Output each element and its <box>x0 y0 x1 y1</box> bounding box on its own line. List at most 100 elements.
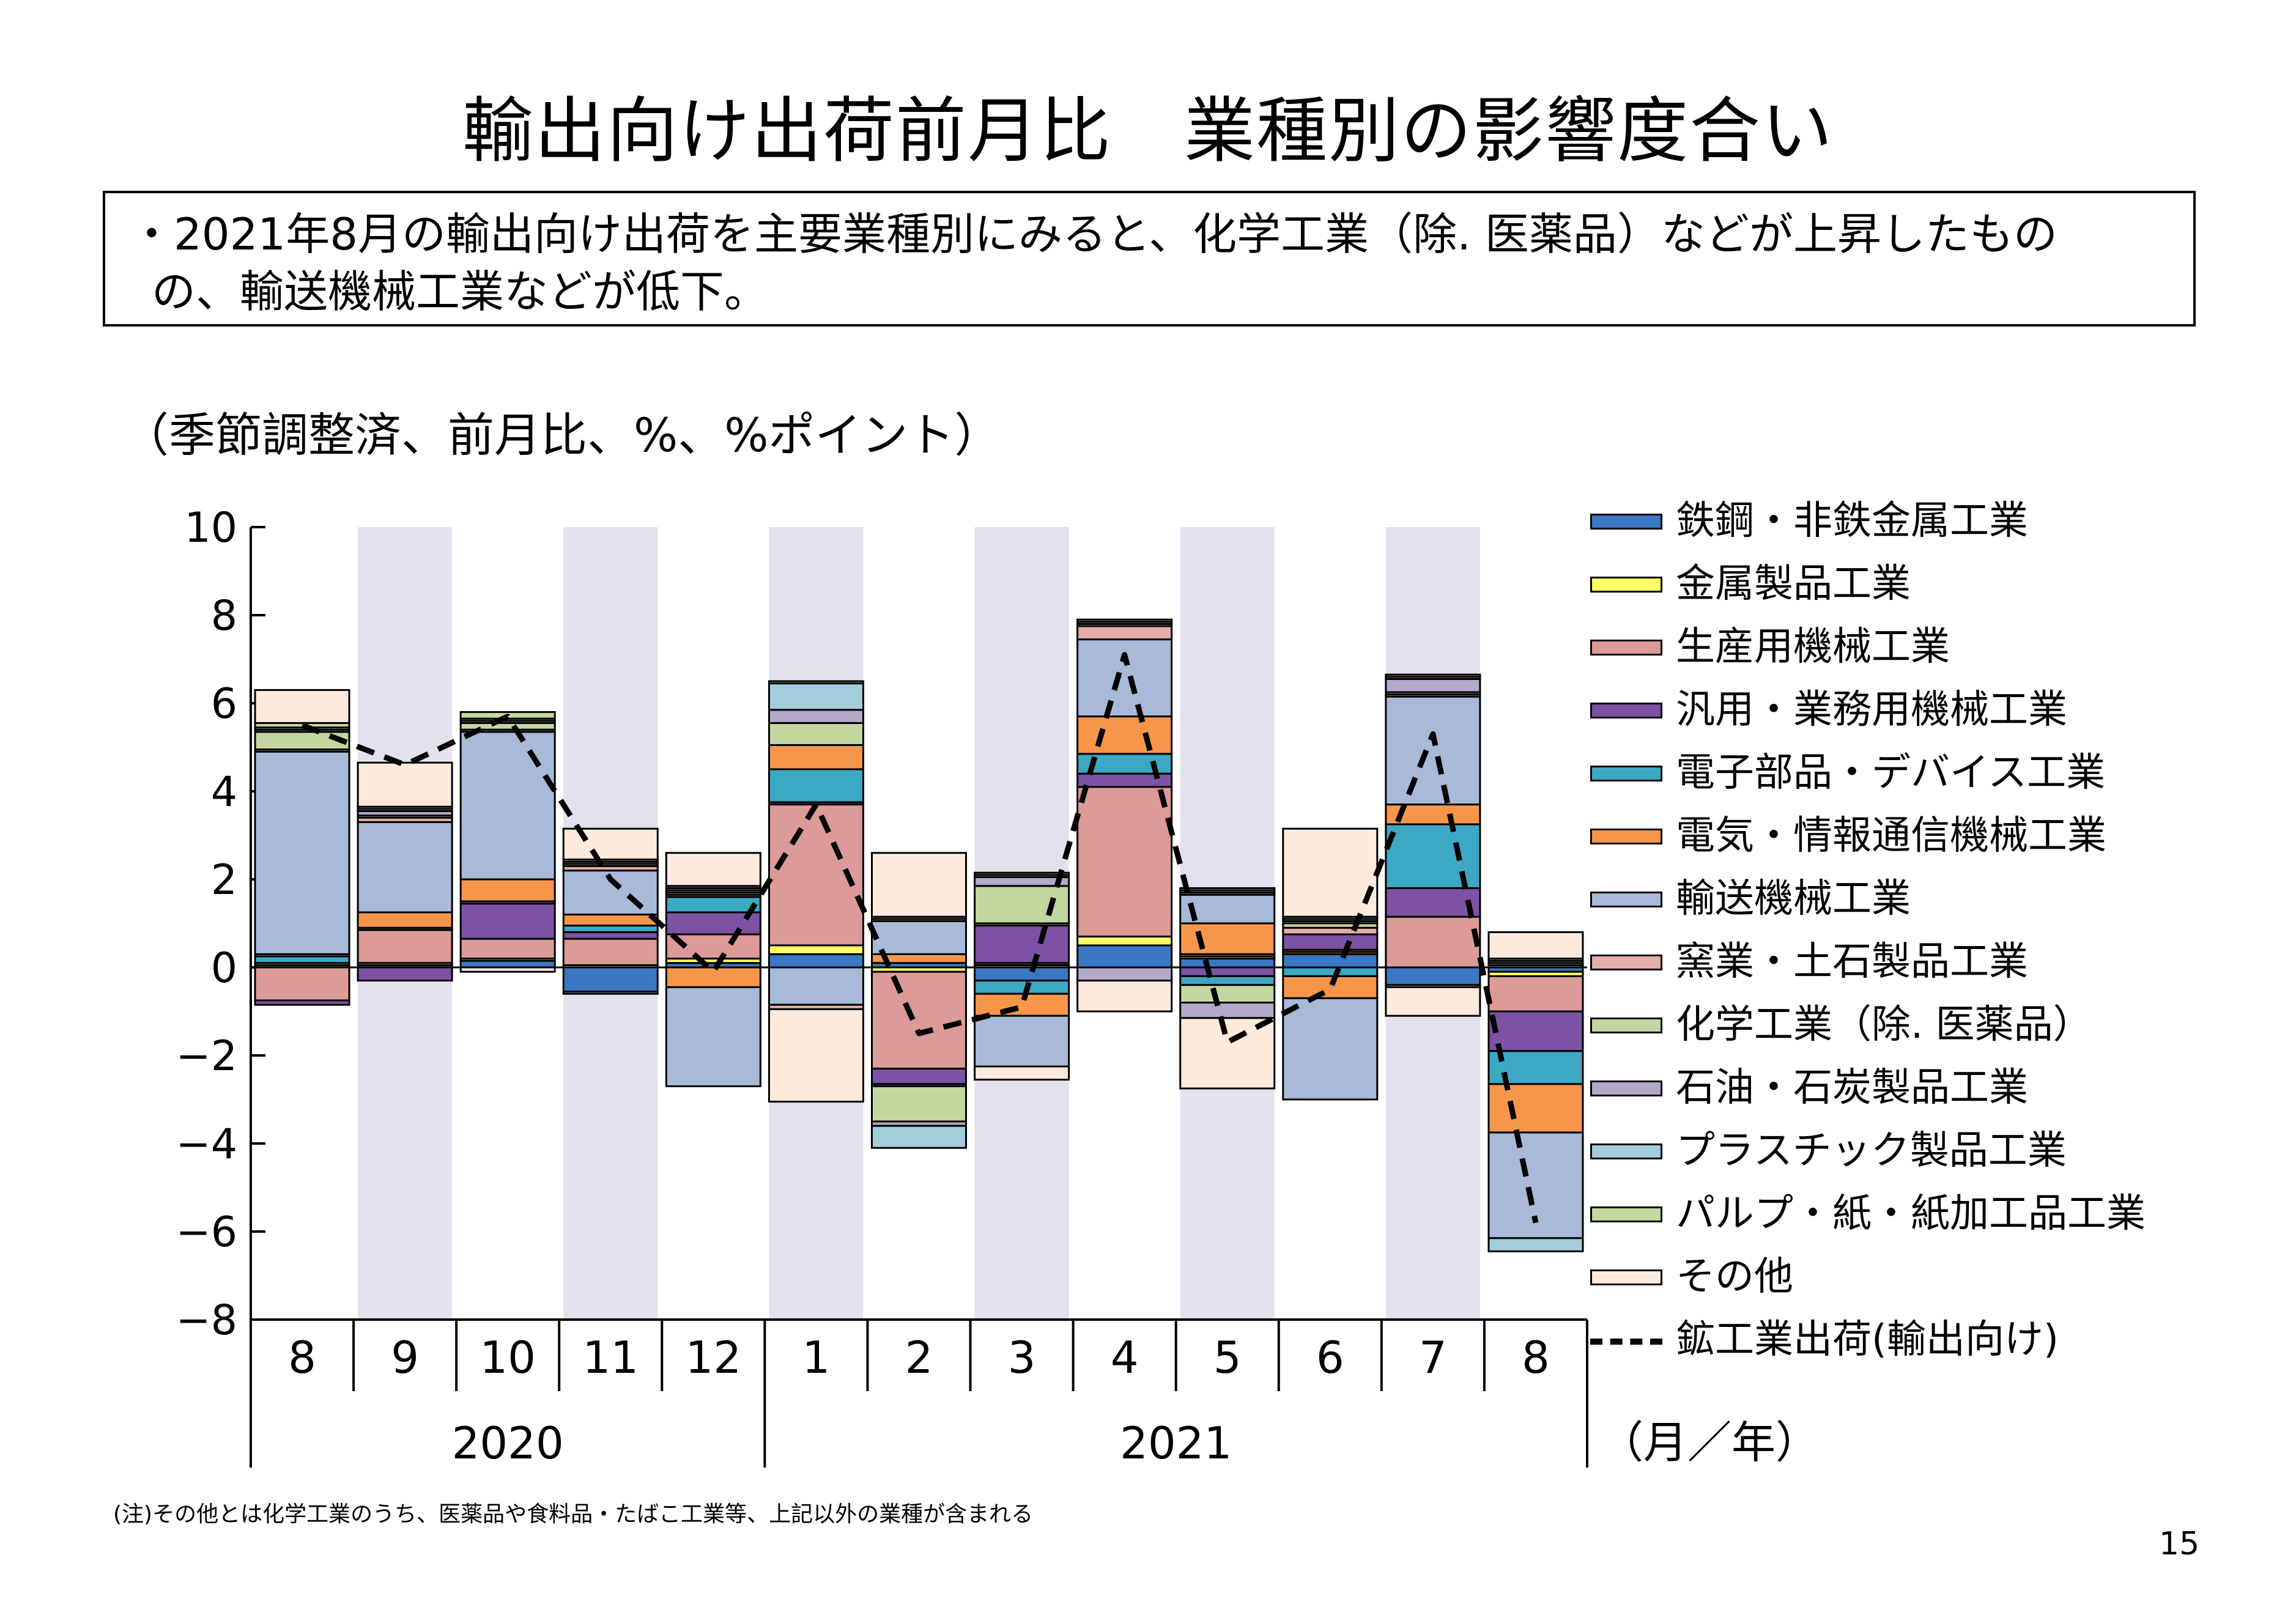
legend-swatch <box>1590 829 1662 844</box>
y-tick-label: −4 <box>176 1120 237 1169</box>
bar-segment-13-month-4 <box>562 827 659 861</box>
bar-segment-1-month-4 <box>562 966 659 993</box>
bar-segment-3-month-3 <box>459 937 556 960</box>
bar-segment-13-month-1 <box>254 689 350 724</box>
bar-segment-10-month-4 <box>562 991 659 995</box>
bar-segment-6-month-9 <box>1076 715 1173 755</box>
x-tick-label: 5 <box>1213 1332 1242 1383</box>
bar-segment-9-month-1 <box>254 731 350 751</box>
bar-segment-6-month-8 <box>974 992 1070 1017</box>
bar-segment-9-month-6 <box>768 722 864 746</box>
legend-swatch <box>1590 703 1662 718</box>
bar-segment-4-month-12 <box>1385 887 1481 918</box>
bar-segment-3-month-4 <box>562 937 659 966</box>
bar-segment-12-month-10 <box>1179 887 1276 892</box>
bar-segment-5-month-11 <box>1282 966 1379 977</box>
bar-segment-3-month-2 <box>357 929 453 964</box>
bar-segment-13-month-6 <box>768 1008 864 1103</box>
legend-label: 金属製品工業 <box>1676 561 1911 607</box>
bar-segment-12-month-9 <box>1076 618 1173 623</box>
bar-segment-5-month-1 <box>254 955 350 964</box>
bar-segment-6-month-10 <box>1179 922 1276 955</box>
year-label: 2021 <box>1120 1417 1232 1469</box>
bar-segment-9-month-10 <box>1179 984 1276 1004</box>
bar-segment-1-month-10 <box>1179 958 1276 969</box>
bar-segment-7-month-11 <box>1282 997 1379 1101</box>
bar-segment-4-month-5 <box>665 911 761 936</box>
legend-swatch <box>1590 514 1662 530</box>
bar-segment-13-month-2 <box>357 761 453 808</box>
bar-segment-4-month-10 <box>1179 966 1276 977</box>
bar-segment-3-month-7 <box>871 970 967 1070</box>
bar-segment-4-month-8 <box>974 925 1070 964</box>
legend-label: パルプ・紙・紙加工品工業 <box>1676 1191 2146 1236</box>
bar-segment-12-month-8 <box>974 871 1070 876</box>
bar-segment-9-month-3 <box>459 722 556 731</box>
legend-swatch <box>1590 892 1662 907</box>
bar-segment-7-month-8 <box>974 1014 1070 1068</box>
legend-label: 鉱工業出荷(輸出向け) <box>1676 1317 2059 1362</box>
summary-box: ・2021年8月の輸出向け出荷を主要業種別にみると、化学工業（除. 医薬品）など… <box>103 191 2196 327</box>
x-tick-label: 4 <box>1111 1332 1139 1383</box>
bar-segment-5-month-10 <box>1179 975 1276 986</box>
bar-segment-4-month-4 <box>562 931 659 940</box>
y-tick-label: 0 <box>211 944 237 992</box>
bar-segment-6-month-13 <box>1487 1083 1584 1134</box>
legend-swatch <box>1590 640 1662 656</box>
legend-label: 電子部品・デバイス工業 <box>1676 750 2106 796</box>
bar-segment-6-month-11 <box>1282 975 1379 999</box>
legend-swatch <box>1590 1018 1662 1033</box>
y-tick-label: −6 <box>176 1208 237 1257</box>
bar-segment-2-month-9 <box>1076 936 1173 947</box>
bar-segment-3-month-13 <box>1487 975 1584 1013</box>
bar-segment-13-month-11 <box>1282 827 1379 918</box>
legend-dash-swatch <box>1590 1339 1662 1345</box>
legend-swatch <box>1590 1206 1662 1222</box>
legend-label: プラスチック製品工業 <box>1676 1128 2067 1173</box>
legend-label: 電気・情報通信機械工業 <box>1676 813 2106 859</box>
legend-label: 窯業・土石製品工業 <box>1676 939 2028 984</box>
bar-segment-5-month-8 <box>974 980 1070 995</box>
bar-segment-10-month-6 <box>768 709 864 724</box>
bar-segment-4-month-11 <box>1282 933 1379 951</box>
bar-segment-5-month-6 <box>768 768 864 803</box>
x-tick-label: 11 <box>582 1332 639 1383</box>
bar-segment-7-month-9 <box>1076 638 1173 718</box>
bar-segment-13-month-10 <box>1179 1017 1276 1090</box>
y-tick-label: 4 <box>211 768 237 816</box>
bar-segment-8-month-9 <box>1076 625 1173 641</box>
legend-swatch <box>1590 1269 1662 1285</box>
bar-segment-6-month-4 <box>562 914 659 927</box>
bar-segment-13-month-9 <box>1076 980 1173 1013</box>
bar-segment-1-month-6 <box>768 953 864 969</box>
bar-segment-6-month-2 <box>357 911 453 929</box>
legend-label: 汎用・業務用機械工業 <box>1676 687 2067 733</box>
bar-segment-7-month-5 <box>665 986 761 1087</box>
bar-segment-7-month-1 <box>254 750 350 955</box>
bar-segment-1-month-11 <box>1282 953 1379 969</box>
y-tick-label: 6 <box>211 680 237 728</box>
axis-unit-label: （月／年） <box>1599 1417 1820 1468</box>
bar-segment-7-month-2 <box>357 821 453 914</box>
y-tick-label: 2 <box>211 856 237 904</box>
bar-segment-13-month-5 <box>665 852 761 887</box>
bar-segment-5-month-5 <box>665 896 761 914</box>
bar-segment-12-month-6 <box>768 680 864 685</box>
bar-segment-4-month-2 <box>357 966 453 982</box>
y-tick-label: 10 <box>184 504 237 552</box>
y-tick-label: −2 <box>176 1032 237 1081</box>
summary-line-2: の、輸送機械工業などが低下。 <box>152 266 769 317</box>
bar-segment-9-month-8 <box>974 885 1070 925</box>
bar-segment-10-month-12 <box>1385 678 1481 693</box>
x-tick-label: 8 <box>1522 1332 1550 1383</box>
bar-segment-10-month-10 <box>1179 1002 1276 1019</box>
legend-label: その他 <box>1676 1254 1793 1299</box>
bar-segment-3-month-1 <box>254 966 350 1002</box>
x-tick-label: 10 <box>480 1332 536 1383</box>
summary-line-1: ・2021年8月の輸出向け出荷を主要業種別にみると、化学工業（除. 医薬品）など… <box>130 209 2057 260</box>
year-label: 2020 <box>452 1417 564 1469</box>
bar-segment-11-month-7 <box>871 1125 967 1149</box>
bar-segment-9-month-7 <box>871 1085 967 1123</box>
bar-segment-2-month-6 <box>768 944 864 955</box>
x-tick-label: 9 <box>391 1332 419 1383</box>
